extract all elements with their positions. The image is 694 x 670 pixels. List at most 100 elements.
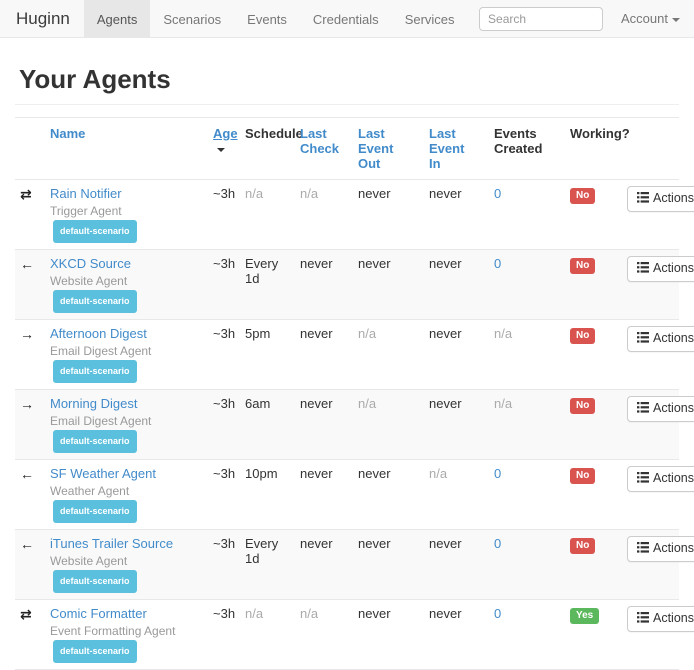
scenario-badge[interactable]: default-scenario [53, 220, 137, 243]
scenario-badge[interactable]: default-scenario [53, 640, 137, 663]
last-check-cell: never [292, 459, 350, 530]
scenario-badge[interactable]: default-scenario [53, 290, 137, 313]
age-cell: ~3h [205, 249, 237, 320]
agent-name-link[interactable]: iTunes Trailer Source [50, 536, 174, 551]
direction-cell: → [15, 319, 42, 390]
working-status-badge: No [570, 188, 596, 204]
scenario-badge[interactable]: default-scenario [53, 430, 137, 453]
agent-name-link[interactable]: XKCD Source [50, 256, 131, 271]
agent-name-link[interactable]: Afternoon Digest [50, 326, 147, 341]
sort-link-last-check[interactable]: Last Check [300, 126, 340, 156]
agent-type-label: Event Formatting Agent [50, 624, 176, 638]
top-navbar: Huginn Agents Scenarios Events Credentials S… [0, 0, 694, 38]
direction-cell: → [15, 389, 42, 460]
schedule-cell: Every 1d [237, 249, 292, 320]
events-count-link[interactable]: 0 [494, 186, 502, 201]
last-event-in-cell: n/a [421, 459, 486, 530]
header-divider [15, 104, 679, 105]
sort-link-name[interactable]: Name [50, 126, 86, 141]
last-event-in-cell: never [421, 529, 486, 600]
schedule-cell: Every 1d [237, 529, 292, 600]
table-row: → Morning Digest Email Digest Agent default… [15, 389, 694, 460]
actions-dropdown-button[interactable]: Actions [627, 326, 694, 352]
events-created-cell: 0 [486, 459, 562, 530]
last-event-in-cell: never [421, 599, 486, 670]
working-cell: Yes [562, 599, 619, 670]
sort-desc-icon [217, 147, 225, 152]
agent-name-link[interactable]: Rain Notifier [50, 186, 122, 201]
working-cell: No [562, 319, 619, 390]
scenario-badge[interactable]: default-scenario [53, 360, 137, 383]
account-menu[interactable]: Account [621, 11, 680, 26]
list-icon [637, 262, 649, 276]
actions-dropdown-button[interactable]: Actions [627, 186, 694, 212]
actions-dropdown-button[interactable]: Actions [627, 606, 694, 632]
nav-item-services[interactable]: Services [404, 12, 455, 27]
actions-cell: Actions [619, 179, 694, 250]
sort-link-age[interactable]: Age [213, 126, 238, 141]
table-row: → Afternoon Digest Email Digest Agent defau… [15, 319, 694, 390]
column-header-age[interactable]: Age [205, 117, 238, 180]
list-icon [637, 612, 649, 626]
actions-cell: Actions [619, 599, 694, 670]
events-count-link[interactable]: 0 [494, 256, 502, 271]
brand-huginn[interactable]: Huginn [16, 9, 70, 28]
events-count-link[interactable]: 0 [494, 536, 502, 551]
scenario-badge[interactable]: default-scenario [53, 500, 137, 523]
direction-cell: ← [15, 249, 42, 320]
arrow-left-icon: ← [20, 536, 34, 552]
list-icon [637, 192, 649, 206]
last-event-out-cell: never [350, 529, 421, 600]
last-event-in-cell: never [421, 249, 486, 320]
age-cell: ~3h [205, 599, 237, 670]
table-row: ⇄ Comic Formatter Event Formatting Agent de… [15, 599, 694, 670]
scenario-badge[interactable]: default-scenario [53, 570, 137, 593]
working-status-badge: No [570, 258, 596, 274]
agent-name-link[interactable]: SF Weather Agent [50, 466, 156, 481]
events-count-link[interactable]: 0 [494, 606, 502, 621]
nav-item-scenarios[interactable]: Scenarios [163, 12, 222, 27]
column-header-last-event-out[interactable]: Last Event Out [350, 117, 421, 180]
last-event-out-cell: never [350, 179, 421, 250]
agent-name-cell: XKCD Source Website Agent default-scenario [42, 249, 205, 320]
working-cell: No [562, 459, 619, 530]
actions-button-label: Actions [653, 331, 694, 345]
column-header-last-event-in[interactable]: Last Event In [421, 117, 486, 180]
agent-type-label: Website Agent [50, 274, 128, 288]
actions-cell: Actions [619, 319, 694, 390]
actions-dropdown-button[interactable]: Actions [627, 256, 694, 282]
column-header-last-check[interactable]: Last Check [292, 117, 350, 180]
table-row: ← XKCD Source Website Agent default-scenari… [15, 249, 694, 320]
actions-button-label: Actions [653, 611, 694, 625]
actions-dropdown-button[interactable]: Actions [627, 536, 694, 562]
arrow-left-icon: ← [20, 466, 34, 482]
arrow-right-icon: → [20, 326, 34, 342]
actions-button-label: Actions [653, 191, 694, 205]
sort-link-last-event-out[interactable]: Last Event Out [358, 126, 394, 171]
age-cell: ~3h [205, 389, 237, 460]
nav-item-credentials[interactable]: Credentials [312, 12, 379, 27]
working-status-badge: Yes [570, 608, 600, 624]
agent-name-cell: Comic Formatter Event Formatting Agent def… [42, 599, 205, 670]
events-created-cell: 0 [486, 599, 562, 670]
working-cell: No [562, 249, 619, 320]
nav-item-agents[interactable]: Agents [83, 0, 151, 37]
events-count-link[interactable]: 0 [494, 466, 502, 481]
actions-dropdown-button[interactable]: Actions [627, 396, 694, 422]
column-header-name[interactable]: Name [42, 117, 205, 180]
sort-link-last-event-in[interactable]: Last Event In [429, 126, 465, 171]
agent-name-link[interactable]: Morning Digest [50, 396, 138, 411]
agent-name-link[interactable]: Comic Formatter [50, 606, 147, 621]
nav-item-events[interactable]: Events [247, 12, 287, 27]
arrow-right-icon: → [20, 396, 34, 412]
actions-dropdown-button[interactable]: Actions [627, 466, 694, 492]
agent-subline: Weather Agent default-scenario [50, 482, 197, 523]
last-check-cell: never [292, 249, 350, 320]
agent-name-cell: Rain Notifier Trigger Agent default-scenar… [42, 179, 205, 250]
list-icon [637, 542, 649, 556]
agent-type-label: Weather Agent [50, 484, 130, 498]
agent-type-label: Email Digest Agent [50, 414, 152, 428]
search-input[interactable] [479, 6, 604, 31]
direction-cell: ⇄ [15, 179, 42, 250]
working-status-badge: No [570, 468, 596, 484]
